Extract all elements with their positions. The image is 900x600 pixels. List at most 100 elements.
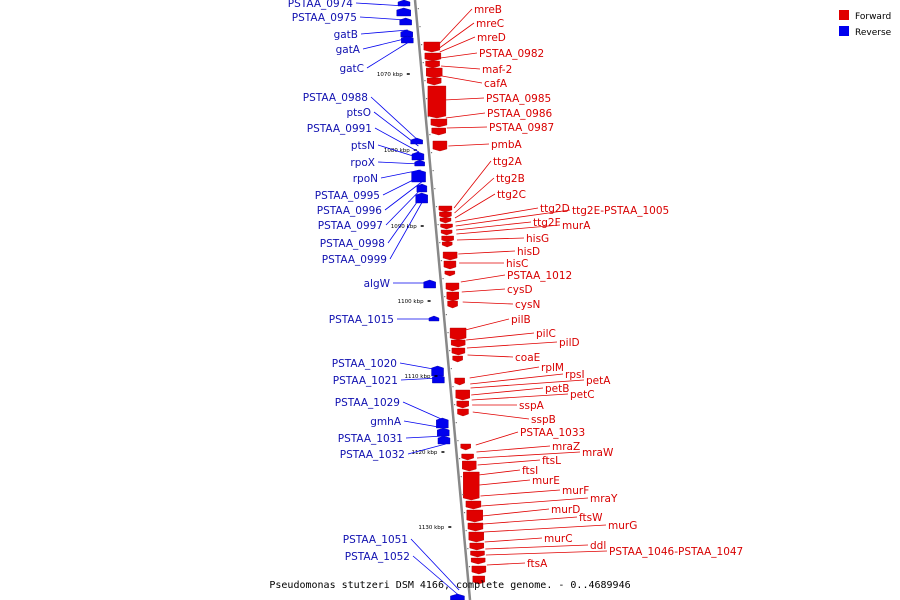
forward-gene-feature [467,522,484,532]
gene-label-pstaa-0995: PSTAA_0995 [315,190,380,202]
forward-leader-line [479,479,531,486]
forward-leader-line [470,379,585,389]
gene-label-hisd: hisD [517,246,540,258]
gene-label-pstaa-1020: PSTAA_1020 [332,358,397,370]
forward-leader-line [485,544,589,550]
axis-tick-label: 1120 kbp [412,450,438,456]
forward-gene-feature [424,52,442,62]
gene-label-ttg2d: ttg2D [540,203,570,215]
forward-leader-line [454,177,495,214]
gene-label-pstaa-0991: PSTAA_0991 [307,123,372,135]
gene-label-pstaa-0987: PSTAA_0987 [489,122,554,134]
forward-leader-line [467,354,514,358]
gene-label-pstaa-1031: PSTAA_1031 [338,433,403,445]
gene-label-pstaa-0997: PSTAA_0997 [318,220,383,232]
gene-label-pstaa-1012: PSTAA_1012 [507,270,572,282]
gene-label-pstaa-0974: PSTAA_0974 [288,0,354,10]
forward-leader-line [470,373,564,385]
axis-dot [435,206,438,208]
forward-gene-feature [460,443,471,451]
gene-label-ftsi: ftsI [522,465,538,477]
gene-label-ptso: ptsO [346,107,371,119]
forward-leader-line [456,237,525,241]
reverse-gene-feature [397,0,411,7]
forward-leader-line [466,341,558,349]
forward-gene-feature [451,347,466,356]
forward-leader-line [482,508,550,517]
forward-leader-line [480,489,561,497]
forward-gene-feature [450,339,466,348]
gene-label-murd: murD [551,504,580,516]
axis-dot [442,278,444,280]
reverse-leader-line [374,127,420,153]
gene-label-gatb: gatB [334,29,358,41]
forward-leader-line [476,445,551,453]
forward-gene-feature [462,460,477,472]
forward-leader-line [454,193,496,219]
reverse-leader-line [400,377,440,381]
gene-label-pstaa-0982: PSTAA_0982 [479,48,544,60]
forward-gene-feature [455,389,470,401]
gene-label-sspb: sspB [531,414,556,426]
reverse-leader-line [385,187,423,226]
gene-label-murc: murC [544,533,573,545]
gene-label-mrec: mreC [476,18,504,30]
reverse-leader-line [389,199,424,260]
gene-label-mred: mreD [477,32,506,44]
gene-label-coae: coaE [515,352,540,364]
axis-dot [467,548,469,550]
gene-label-pstaa-0975: PSTAA_0975 [292,12,357,24]
forward-gene-feature [426,77,442,86]
forward-leader-line [441,65,481,70]
axis-dot [454,404,456,406]
forward-gene-feature [440,229,453,236]
axis-dot [424,80,426,82]
forward-leader-line [438,8,473,45]
gene-label-pstaa-1046-pstaa-1047: PSTAA_1046-PSTAA_1047 [609,546,743,558]
forward-leader-line [477,459,541,466]
reverse-leader-line [410,538,460,591]
axis-dot [419,26,421,28]
forward-leader-line [440,52,478,59]
reverse-leader-line [380,169,421,179]
axis-dot [452,386,454,388]
gene-label-ftsa: ftsA [527,558,548,570]
axis-dot [470,584,472,586]
axis-dot [427,116,429,118]
axis-dot [465,530,467,532]
gene-label-pstaa-1033: PSTAA_1033 [520,427,585,439]
forward-leader-line [483,516,578,525]
gene-label-cysd: cysD [507,284,533,296]
forward-leader-line [456,221,532,231]
forward-leader-line [446,126,488,129]
forward-leader-line [476,451,581,459]
reverse-leader-line [366,41,410,69]
reverse-gene-feature [428,315,440,322]
reverse-leader-line [355,2,406,7]
forward-gene-feature [445,282,460,292]
axis-dot [439,242,441,244]
reverse-leader-line [412,555,460,597]
gene-label-rpon: rpoN [353,173,378,185]
reverse-leader-line [387,193,424,244]
reverse-gene-feature [437,427,450,437]
reverse-leader-line [362,37,409,50]
forward-leader-line [469,366,540,379]
gene-label-rplm: rplM [541,362,564,374]
reverse-gene-feature [414,159,425,167]
gene-label-murf: murF [562,485,589,497]
forward-gene-feature [465,500,482,510]
gene-label-ttg2b: ttg2B [496,173,525,185]
reverse-gene-feature [400,29,413,38]
forward-gene-feature [472,575,485,585]
forward-leader-line [481,497,589,507]
gene-label-pstaa-1052: PSTAA_1052 [345,551,410,563]
forward-gene-feature [452,355,463,363]
forward-leader-line [465,318,510,331]
forward-gene-feature [439,211,452,219]
forward-track [423,41,487,585]
gene-label-gatc: gatC [339,63,364,75]
axis-dot [434,188,436,190]
forward-gene-feature [463,471,480,501]
axis-dot [444,296,446,298]
